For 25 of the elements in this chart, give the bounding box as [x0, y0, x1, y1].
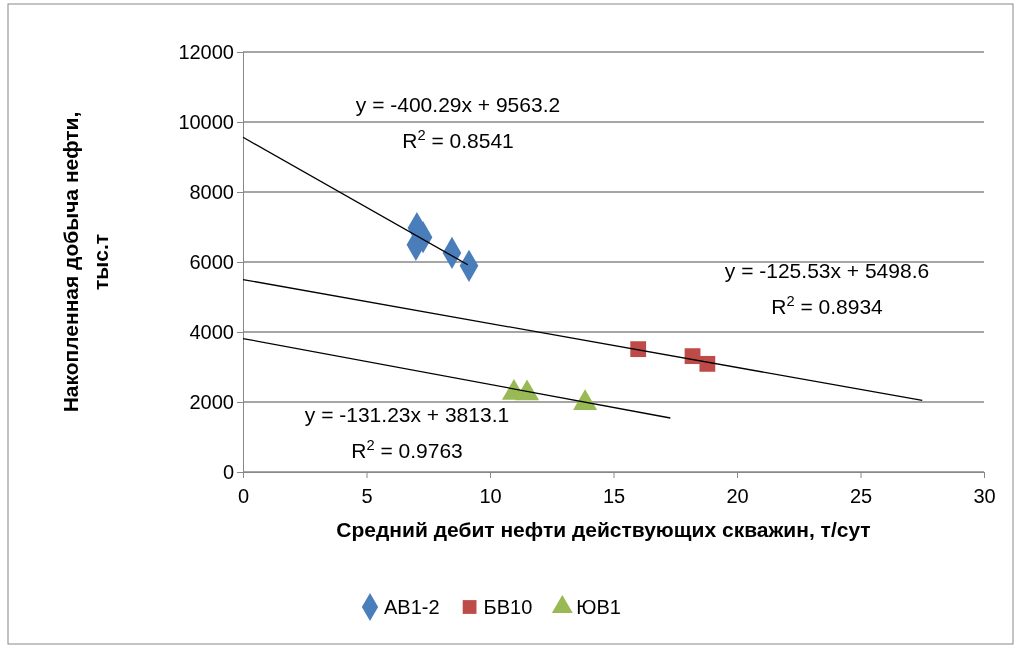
annotation: R$^{2}$ = 0.8934	[771, 293, 884, 318]
y-tick-label: 4000	[189, 320, 234, 343]
y-tick-label: 0	[222, 460, 234, 483]
x-tick-label: 10	[479, 485, 502, 507]
annotation: R$^{2}$ = 0.9763	[351, 437, 463, 462]
y-axis-title: Накопленная добыча нефти, тыс.т	[59, 111, 112, 413]
annotation: y = -125.53x + 5498.6	[724, 259, 930, 282]
x-tick-label: 25	[849, 485, 873, 507]
x-tick-label: 20	[726, 485, 749, 507]
x-tick-label: 15	[602, 485, 626, 507]
legend-label: ЮВ1	[576, 596, 621, 618]
legend-label: БВ10	[483, 596, 533, 618]
x-tick-label: 30	[973, 485, 996, 507]
y-tick-label: 8000	[189, 180, 234, 203]
legend-label: АВ1-2	[384, 596, 440, 618]
y-tick-label: 6000	[189, 250, 234, 273]
annotation: y = -400.29x + 9563.2	[355, 93, 561, 116]
x-tick-label: 5	[361, 485, 373, 507]
x-axis-title: Средний дебит нефти действующих скважин, т/сут	[336, 518, 871, 541]
annotation: y = -131.23x + 3813.1	[304, 403, 510, 426]
y-tick-label: 2000	[189, 390, 234, 413]
annotation: R$^{2}$ = 0.8541	[402, 127, 514, 152]
x-tick-label: 0	[237, 485, 250, 507]
y-tick-label: 12000	[178, 40, 234, 63]
y-tick-label: 10000	[178, 110, 234, 133]
